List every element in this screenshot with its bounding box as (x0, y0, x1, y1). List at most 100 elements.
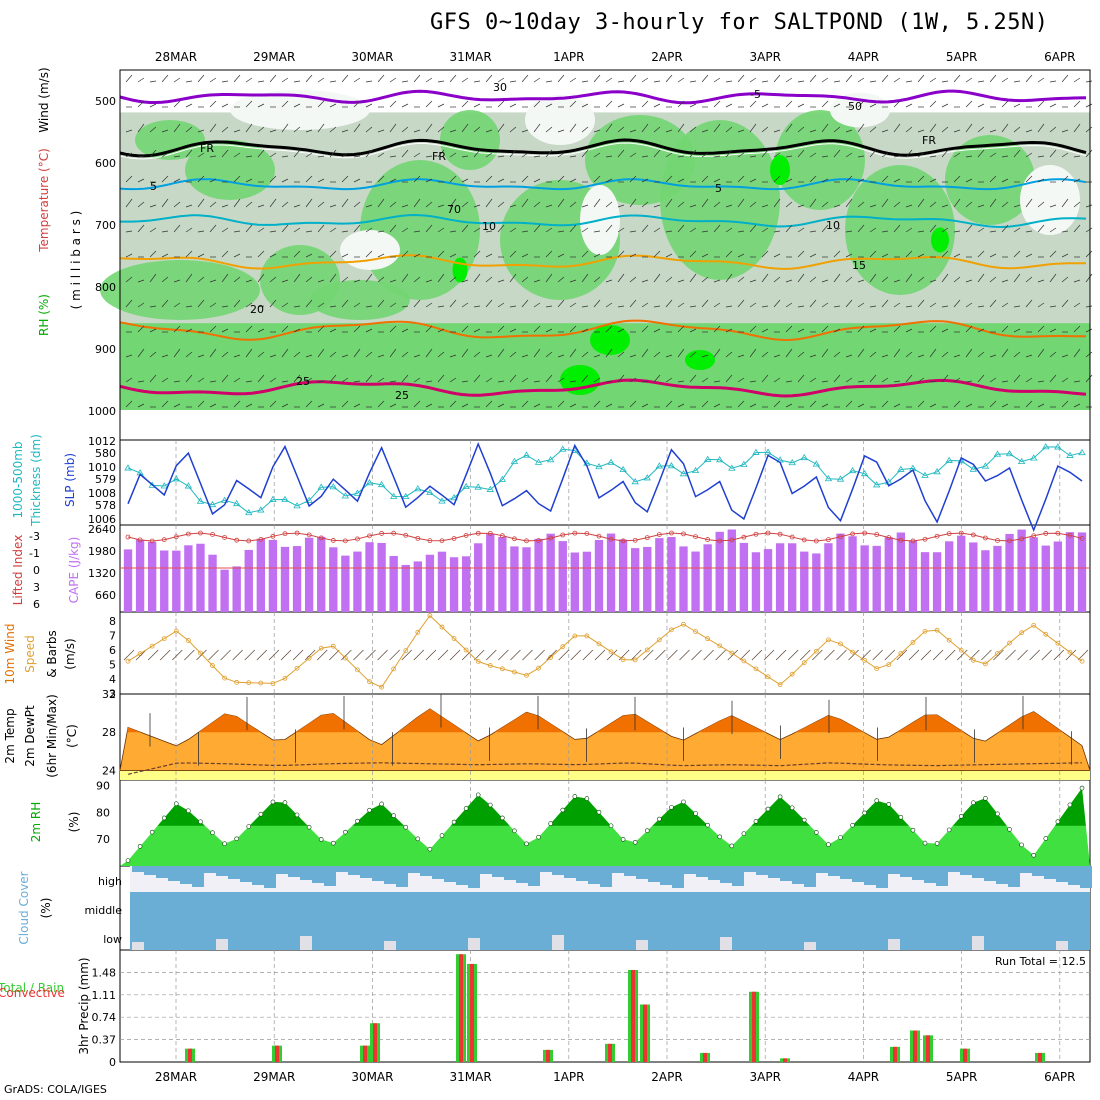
wind-barb (173, 201, 181, 208)
rh-area (440, 110, 500, 170)
wind-barb (1061, 377, 1069, 383)
wind-barb (605, 155, 613, 158)
thickness-point (414, 485, 422, 492)
wind-barb (353, 302, 361, 308)
wind-barb (893, 224, 901, 233)
rh-point (560, 807, 566, 813)
wind-barb (965, 201, 973, 208)
rh-point (548, 821, 553, 826)
wind-tick: 4 (109, 673, 116, 686)
wind-barb (941, 126, 949, 133)
wind-barb (763, 649, 775, 661)
wind-barb (509, 351, 517, 358)
cape-bar (220, 569, 229, 612)
wind-barb (449, 377, 457, 383)
wind-barb (857, 201, 865, 208)
cloud-high-bar (360, 866, 372, 878)
wind-barb (1037, 279, 1045, 283)
wind-barb (629, 253, 637, 258)
wind-barb (389, 302, 397, 308)
thickness-point (365, 479, 374, 486)
rh-point (826, 842, 831, 847)
wind-barb (1049, 374, 1057, 383)
thickness-point (740, 460, 748, 467)
cloud-high-bar (456, 866, 468, 885)
wind-barb (809, 377, 817, 383)
wind-barb (533, 348, 541, 358)
cloud-high-bar (444, 866, 456, 882)
wind-barb (245, 201, 253, 208)
wind-barb (245, 100, 253, 108)
wind-barb (1001, 403, 1009, 408)
cloud-high-bar (840, 866, 852, 879)
wind-barb (1037, 325, 1045, 333)
thickness-point (667, 462, 676, 469)
wind-barb (737, 129, 745, 133)
wind-barb (773, 230, 781, 233)
wind-barb (1049, 250, 1057, 258)
pressure-tick: 500 (95, 95, 116, 108)
cape-bar (884, 537, 893, 612)
wind-barb (869, 103, 877, 108)
wind-barb (1001, 201, 1009, 208)
wind-barb (1077, 649, 1089, 661)
slp-axis-label: SLP (mb) (63, 453, 77, 507)
rh-point (198, 819, 203, 825)
wind-barb (713, 279, 721, 283)
wind-barb (917, 230, 925, 233)
wind-barb (869, 351, 877, 358)
rh-point (922, 840, 928, 846)
wind-barb (461, 302, 469, 308)
precip-convective-bar (752, 991, 756, 1062)
slp-tick: 1008 (88, 487, 116, 500)
cloud-high-bar (192, 866, 204, 887)
wind-barb (161, 377, 169, 383)
cloud-high-bar (240, 866, 252, 882)
wind-barb (821, 178, 829, 183)
cloud-high-bar (936, 866, 948, 886)
wind-barb (329, 305, 337, 308)
wind-barb (665, 152, 673, 158)
cape-tick: 660 (95, 589, 116, 602)
wind-barb (305, 230, 313, 233)
wind-barb (233, 198, 241, 208)
pressure-tick: 700 (95, 219, 116, 232)
cape-bar (317, 536, 326, 612)
wind-barb (737, 276, 745, 283)
wind-barb (737, 354, 745, 358)
wind-barb (701, 230, 709, 233)
wind-barb (893, 348, 901, 358)
wind-barb (173, 155, 181, 158)
wind-barb (413, 400, 421, 408)
wind-barb (365, 227, 373, 233)
wind-barb (965, 77, 973, 83)
wind-barb (677, 123, 685, 133)
wind-barb (641, 123, 649, 133)
wind-barb (1017, 649, 1028, 661)
cloud-high-bar (264, 866, 276, 888)
wind-barb (221, 374, 229, 383)
wind-barb (125, 253, 133, 258)
wind-barb (917, 152, 925, 158)
wind-barb (725, 305, 733, 308)
wind-barb (245, 77, 253, 83)
cape-bar (570, 552, 579, 612)
wind-barb (449, 276, 457, 283)
wind-barb (605, 279, 613, 283)
wind-barb (761, 351, 769, 358)
wind-barb (797, 305, 805, 308)
date-label-bottom: 3APR (749, 1070, 780, 1084)
wind-barb (629, 230, 637, 233)
wind-barb (689, 305, 697, 308)
wind-barb (209, 201, 217, 208)
cloud-high-bar (948, 866, 960, 872)
wind-barb (185, 126, 193, 133)
wind-barb (161, 276, 169, 283)
wind-barb (869, 273, 877, 283)
cloud-high-bar (504, 866, 516, 880)
wind-barb (449, 400, 457, 408)
cloud-low-bar (888, 939, 900, 950)
wind-barb (341, 198, 349, 208)
precip-convective-bar (608, 1043, 612, 1062)
cloud-high-bar (996, 866, 1008, 884)
